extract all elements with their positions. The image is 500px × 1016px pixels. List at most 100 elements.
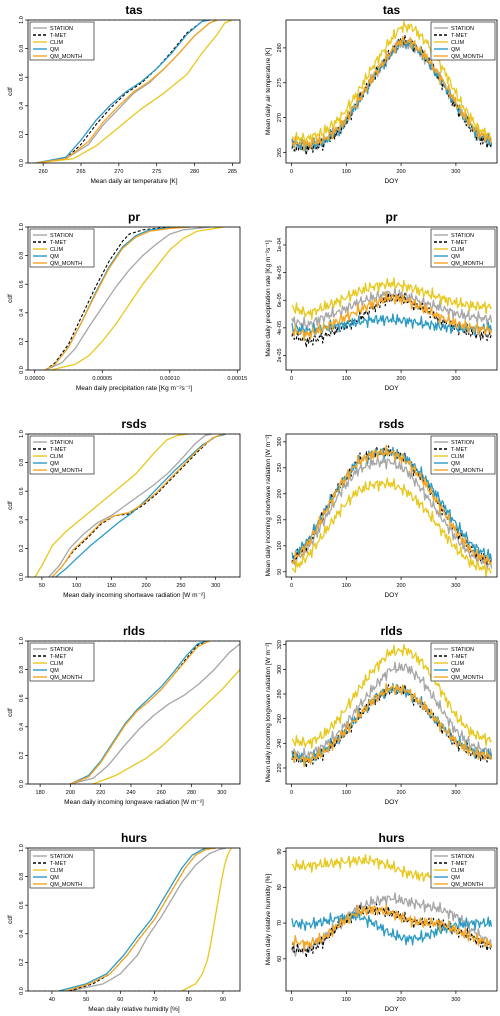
- plot-frame: [285, 226, 498, 371]
- legend-entry-t-met: T-MET: [451, 33, 468, 39]
- series-group: [35, 20, 233, 163]
- legend-entry-station: STATION: [50, 233, 73, 239]
- x-tick-label: 260: [39, 169, 48, 175]
- y-tick-label: 0.2: [19, 338, 25, 346]
- x-tick-label: 220: [96, 790, 105, 796]
- y-tick-label: 0.6: [19, 73, 25, 81]
- y-tick-label: 0.2: [19, 959, 25, 967]
- x-axis-label: DOY: [384, 385, 399, 392]
- x-tick-label: 250: [176, 583, 185, 589]
- y-tick-label: 0.8: [19, 252, 25, 260]
- plot-frame: [27, 19, 241, 164]
- y-tick-label: 0.2: [19, 752, 25, 760]
- x-axis-label: Mean daily relative humidity [%]: [88, 1006, 180, 1013]
- legend-entry-t-met: T-MET: [50, 240, 67, 246]
- panel-title: hurs: [378, 831, 404, 845]
- y-tick-label: 1.0: [19, 844, 25, 852]
- x-tick-label: 200: [396, 790, 405, 796]
- y-axis-label: cdf: [7, 294, 14, 303]
- y-tick-label: 150: [277, 515, 283, 524]
- legend-entry-clim: CLIM: [50, 661, 64, 667]
- y-axis-label: Mean daily incoming shortwave radiation …: [265, 434, 272, 576]
- x-tick-label: 300: [451, 169, 460, 175]
- series-line-clim: [291, 277, 493, 320]
- x-tick-label: 100: [342, 169, 351, 175]
- legend-entry-t-met: T-MET: [451, 240, 468, 246]
- x-tick-label: 300: [211, 583, 220, 589]
- y-tick-label: 200: [277, 489, 283, 498]
- legend-entry-t-met: T-MET: [50, 447, 67, 453]
- x-tick-label: 200: [396, 583, 405, 589]
- legend-entry-station: STATION: [451, 26, 474, 32]
- series-line-clim: [181, 848, 233, 991]
- series-line-t-met: [291, 903, 493, 959]
- x-tick-label: 0: [290, 376, 293, 382]
- panel-rlds-seasonal: rlds 0 100 200 300 220 240 260 280 300 320 DOY Mean …: [265, 624, 498, 806]
- series-line-station: [48, 434, 213, 577]
- series-line-qm-month: [70, 641, 210, 784]
- x-tick-label: 0.00000: [25, 376, 45, 382]
- y-tick-label: 300: [277, 437, 283, 446]
- y-tick-label: 4e-05: [277, 321, 283, 335]
- series-group: [34, 434, 227, 577]
- x-tick-label: 0.00005: [92, 376, 112, 382]
- series-line-clim: [291, 643, 492, 749]
- series-line-qm: [35, 20, 210, 163]
- x-tick-label: 300: [451, 997, 460, 1003]
- y-tick-label: 0.0: [19, 780, 25, 788]
- y-tick-label: 275: [277, 78, 283, 87]
- y-axis-label: Mean daily precipitation rate [Kg m⁻²s⁻¹…: [265, 240, 272, 357]
- x-tick-label: 265: [76, 169, 85, 175]
- x-tick-label: 200: [396, 169, 405, 175]
- panel-tas-seasonal: tas 0 100 200 300 265 270 275 280 DOY Mean daily a…: [265, 3, 498, 185]
- legend-entry-qm-month: QM_MONTH: [50, 261, 82, 267]
- y-tick-label: 0.6: [19, 901, 25, 909]
- y-tick-label: 260: [277, 714, 283, 723]
- legend-entry-qm: QM: [451, 254, 460, 260]
- x-tick-label: 60: [117, 997, 123, 1003]
- x-tick-label: 150: [107, 583, 116, 589]
- y-tick-label: 320: [277, 640, 283, 649]
- x-tick-label: 280: [190, 169, 199, 175]
- panel-title: tas: [125, 3, 143, 17]
- x-axis-label: DOY: [384, 178, 399, 185]
- plot-frame: [285, 640, 498, 785]
- panel-hurs-cdf: hurs 40 50 60 70 80 90 0.0 0.2 0.4 0.6 0.8 1.0 Mean d…: [7, 831, 241, 1013]
- x-tick-label: 100: [342, 790, 351, 796]
- x-tick-label: 50: [83, 997, 89, 1003]
- series-line-qm-month: [35, 20, 218, 163]
- y-tick-label: 0.0: [19, 159, 25, 167]
- y-axis-label: cdf: [7, 501, 14, 510]
- y-tick-label: 240: [277, 739, 283, 748]
- y-axis-label: Mean daily incoming longwave radiation […: [265, 642, 272, 782]
- y-tick-label: 0.6: [19, 694, 25, 702]
- series-line-qm: [291, 313, 493, 337]
- legend-entry-t-met: T-MET: [50, 861, 67, 867]
- y-axis-label: Mean daily air temperature [K]: [265, 48, 272, 135]
- y-tick-label: 0.0: [19, 573, 25, 581]
- x-tick-label: 270: [114, 169, 123, 175]
- series-line-qm-month: [291, 682, 493, 768]
- x-tick-label: 275: [152, 169, 161, 175]
- y-tick-label: 0.4: [19, 516, 25, 524]
- y-tick-label: 2e-05: [277, 348, 283, 362]
- series-group: [291, 20, 493, 156]
- x-tick-label: 200: [142, 583, 151, 589]
- y-tick-label: 1.0: [19, 430, 25, 438]
- legend-entry-qm-month: QM_MONTH: [451, 261, 483, 267]
- plot-frame: [27, 226, 241, 371]
- x-tick-label: 0.00015: [227, 376, 247, 382]
- series-line-qm: [58, 848, 213, 991]
- legend-entry-qm: QM: [451, 47, 460, 53]
- x-axis-label: Mean daily incoming longwave radiation […: [64, 799, 204, 806]
- series-line-clim: [50, 227, 224, 370]
- series-line-t-met: [35, 20, 210, 163]
- panel-rlds-cdf: rlds 180 200 220 240 260 280 300 0.0 0.2 0.4 0.6 0.8…: [7, 624, 241, 806]
- x-tick-label: 70: [151, 997, 157, 1003]
- series-group: [291, 277, 493, 348]
- y-tick-label: 280: [277, 43, 283, 52]
